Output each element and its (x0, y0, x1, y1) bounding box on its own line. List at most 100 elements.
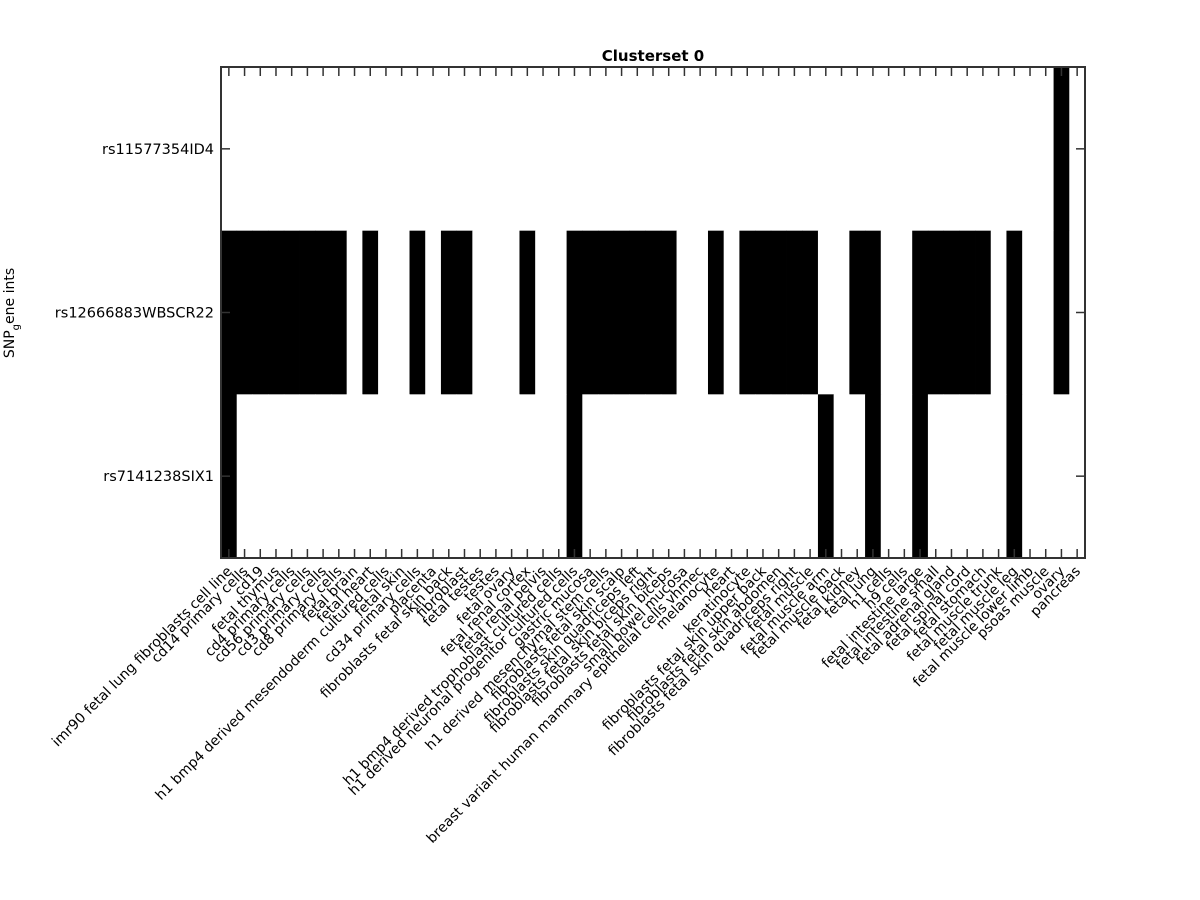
heatmap-cell (912, 67, 929, 232)
heatmap-cell (409, 394, 426, 559)
heatmap-cell (582, 394, 599, 559)
heatmap-cell (550, 67, 567, 232)
heatmap-cell (865, 230, 882, 395)
heatmap-cell (896, 230, 913, 395)
heatmap-cell (582, 230, 599, 395)
y-axis-ticks: rs11577354ID4 rs12666883WBSCR22 rs7141238S… (55, 142, 1085, 485)
heatmap-cell (975, 394, 992, 559)
heatmap-cell (975, 230, 992, 395)
heatmap-cell (378, 67, 395, 232)
plot-frame (220, 66, 1086, 559)
heatmap-cell (283, 394, 300, 559)
heatmap-cell (723, 67, 740, 232)
heatmap-cell (378, 394, 395, 559)
heatmap-cell (503, 394, 520, 559)
heatmap-cell (236, 67, 253, 232)
heatmap-cell (409, 230, 426, 395)
heatmap-cell (912, 230, 929, 395)
heatmap-cell (723, 394, 740, 559)
heatmap-cell (1006, 230, 1023, 395)
heatmap-cell (786, 394, 803, 559)
heatmap-cell (629, 394, 646, 559)
heatmap-cell (425, 67, 442, 232)
heatmap-cell (440, 394, 458, 559)
heatmap-cell (362, 230, 379, 395)
heatmap-cell (990, 230, 1007, 395)
heatmap-cell (362, 394, 379, 559)
heatmap-cell (299, 394, 316, 559)
heatmap-cell (849, 230, 866, 395)
heatmap-cell (346, 67, 363, 232)
heatmap-cell (535, 394, 552, 559)
heatmap-cell (1053, 230, 1070, 395)
chart-title: Clusterset 0 (602, 47, 704, 65)
heatmap-cell (880, 67, 897, 232)
heatmap-cell (503, 230, 520, 395)
heatmap-cell (566, 67, 583, 232)
heatmap-cell (488, 230, 505, 395)
heatmap-cell (566, 394, 583, 559)
heatmap-cell (943, 67, 960, 232)
heatmap-cell (283, 67, 300, 232)
heatmap-cell (315, 230, 332, 395)
y-axis-label-rest: ene ints (2, 268, 18, 324)
heatmap-cell (440, 230, 458, 395)
heatmap-cell (739, 394, 756, 559)
heatmap-cell (723, 230, 740, 395)
heatmap-cell (566, 230, 583, 395)
heatmap-cell (598, 394, 615, 559)
heatmap-cell (283, 230, 300, 395)
heatmap-cell (488, 67, 505, 232)
heatmap-cell (236, 394, 253, 559)
heatmap-cell (456, 230, 473, 395)
heatmap-cell (833, 394, 850, 559)
heatmap-cell (802, 394, 819, 559)
heatmap-cell (755, 67, 772, 232)
heatmap-cell (707, 230, 725, 395)
heatmap-cell (1037, 67, 1054, 232)
heatmap-cell (252, 230, 269, 395)
heatmap-cell (613, 67, 630, 232)
heatmap-cell (346, 230, 363, 395)
heatmap-cell (472, 67, 489, 232)
heatmap-cell (1022, 230, 1039, 395)
heatmap-cell (660, 67, 677, 232)
heatmap-cell (755, 394, 772, 559)
heatmap-cell (535, 230, 552, 395)
heatmap-cell (1037, 394, 1054, 559)
heatmap-cell (598, 230, 615, 395)
heatmap-cell (692, 230, 709, 395)
heatmap-cell (472, 394, 489, 559)
heatmap-cell (393, 230, 410, 395)
heatmap-cell (975, 67, 992, 232)
heatmap-cell (959, 67, 976, 232)
y-axis-label-subscript: g (11, 324, 22, 330)
y-axis-label: SNPgene ints (2, 268, 22, 358)
heatmap-cell (425, 230, 442, 395)
heatmap-cell (613, 394, 630, 559)
heatmap-cell (833, 67, 850, 232)
heatmap-cell (519, 67, 536, 232)
heatmap-cell (802, 230, 819, 395)
heatmap-cell (440, 67, 458, 232)
heatmap-cell (959, 394, 976, 559)
heatmap-cell (817, 230, 835, 395)
heatmap-cell (912, 394, 929, 559)
heatmap-cell (550, 230, 567, 395)
heatmap-cell (755, 230, 772, 395)
heatmap-cell (707, 67, 725, 232)
heatmap-cell (456, 394, 473, 559)
heatmap-cell (629, 67, 646, 232)
heatmap-cell (896, 67, 913, 232)
heatmap-cell (268, 394, 285, 559)
heatmap-cell (692, 394, 709, 559)
heatmap-cell (598, 67, 615, 232)
heatmap-cell (409, 67, 426, 232)
heatmap-cell (488, 394, 505, 559)
heatmap-cell (927, 230, 945, 395)
heatmap-cell (330, 394, 348, 559)
heatmap-cell (1022, 67, 1039, 232)
heatmap-cell (1006, 394, 1023, 559)
heatmap-cell (849, 67, 866, 232)
heatmap-cell (236, 230, 253, 395)
